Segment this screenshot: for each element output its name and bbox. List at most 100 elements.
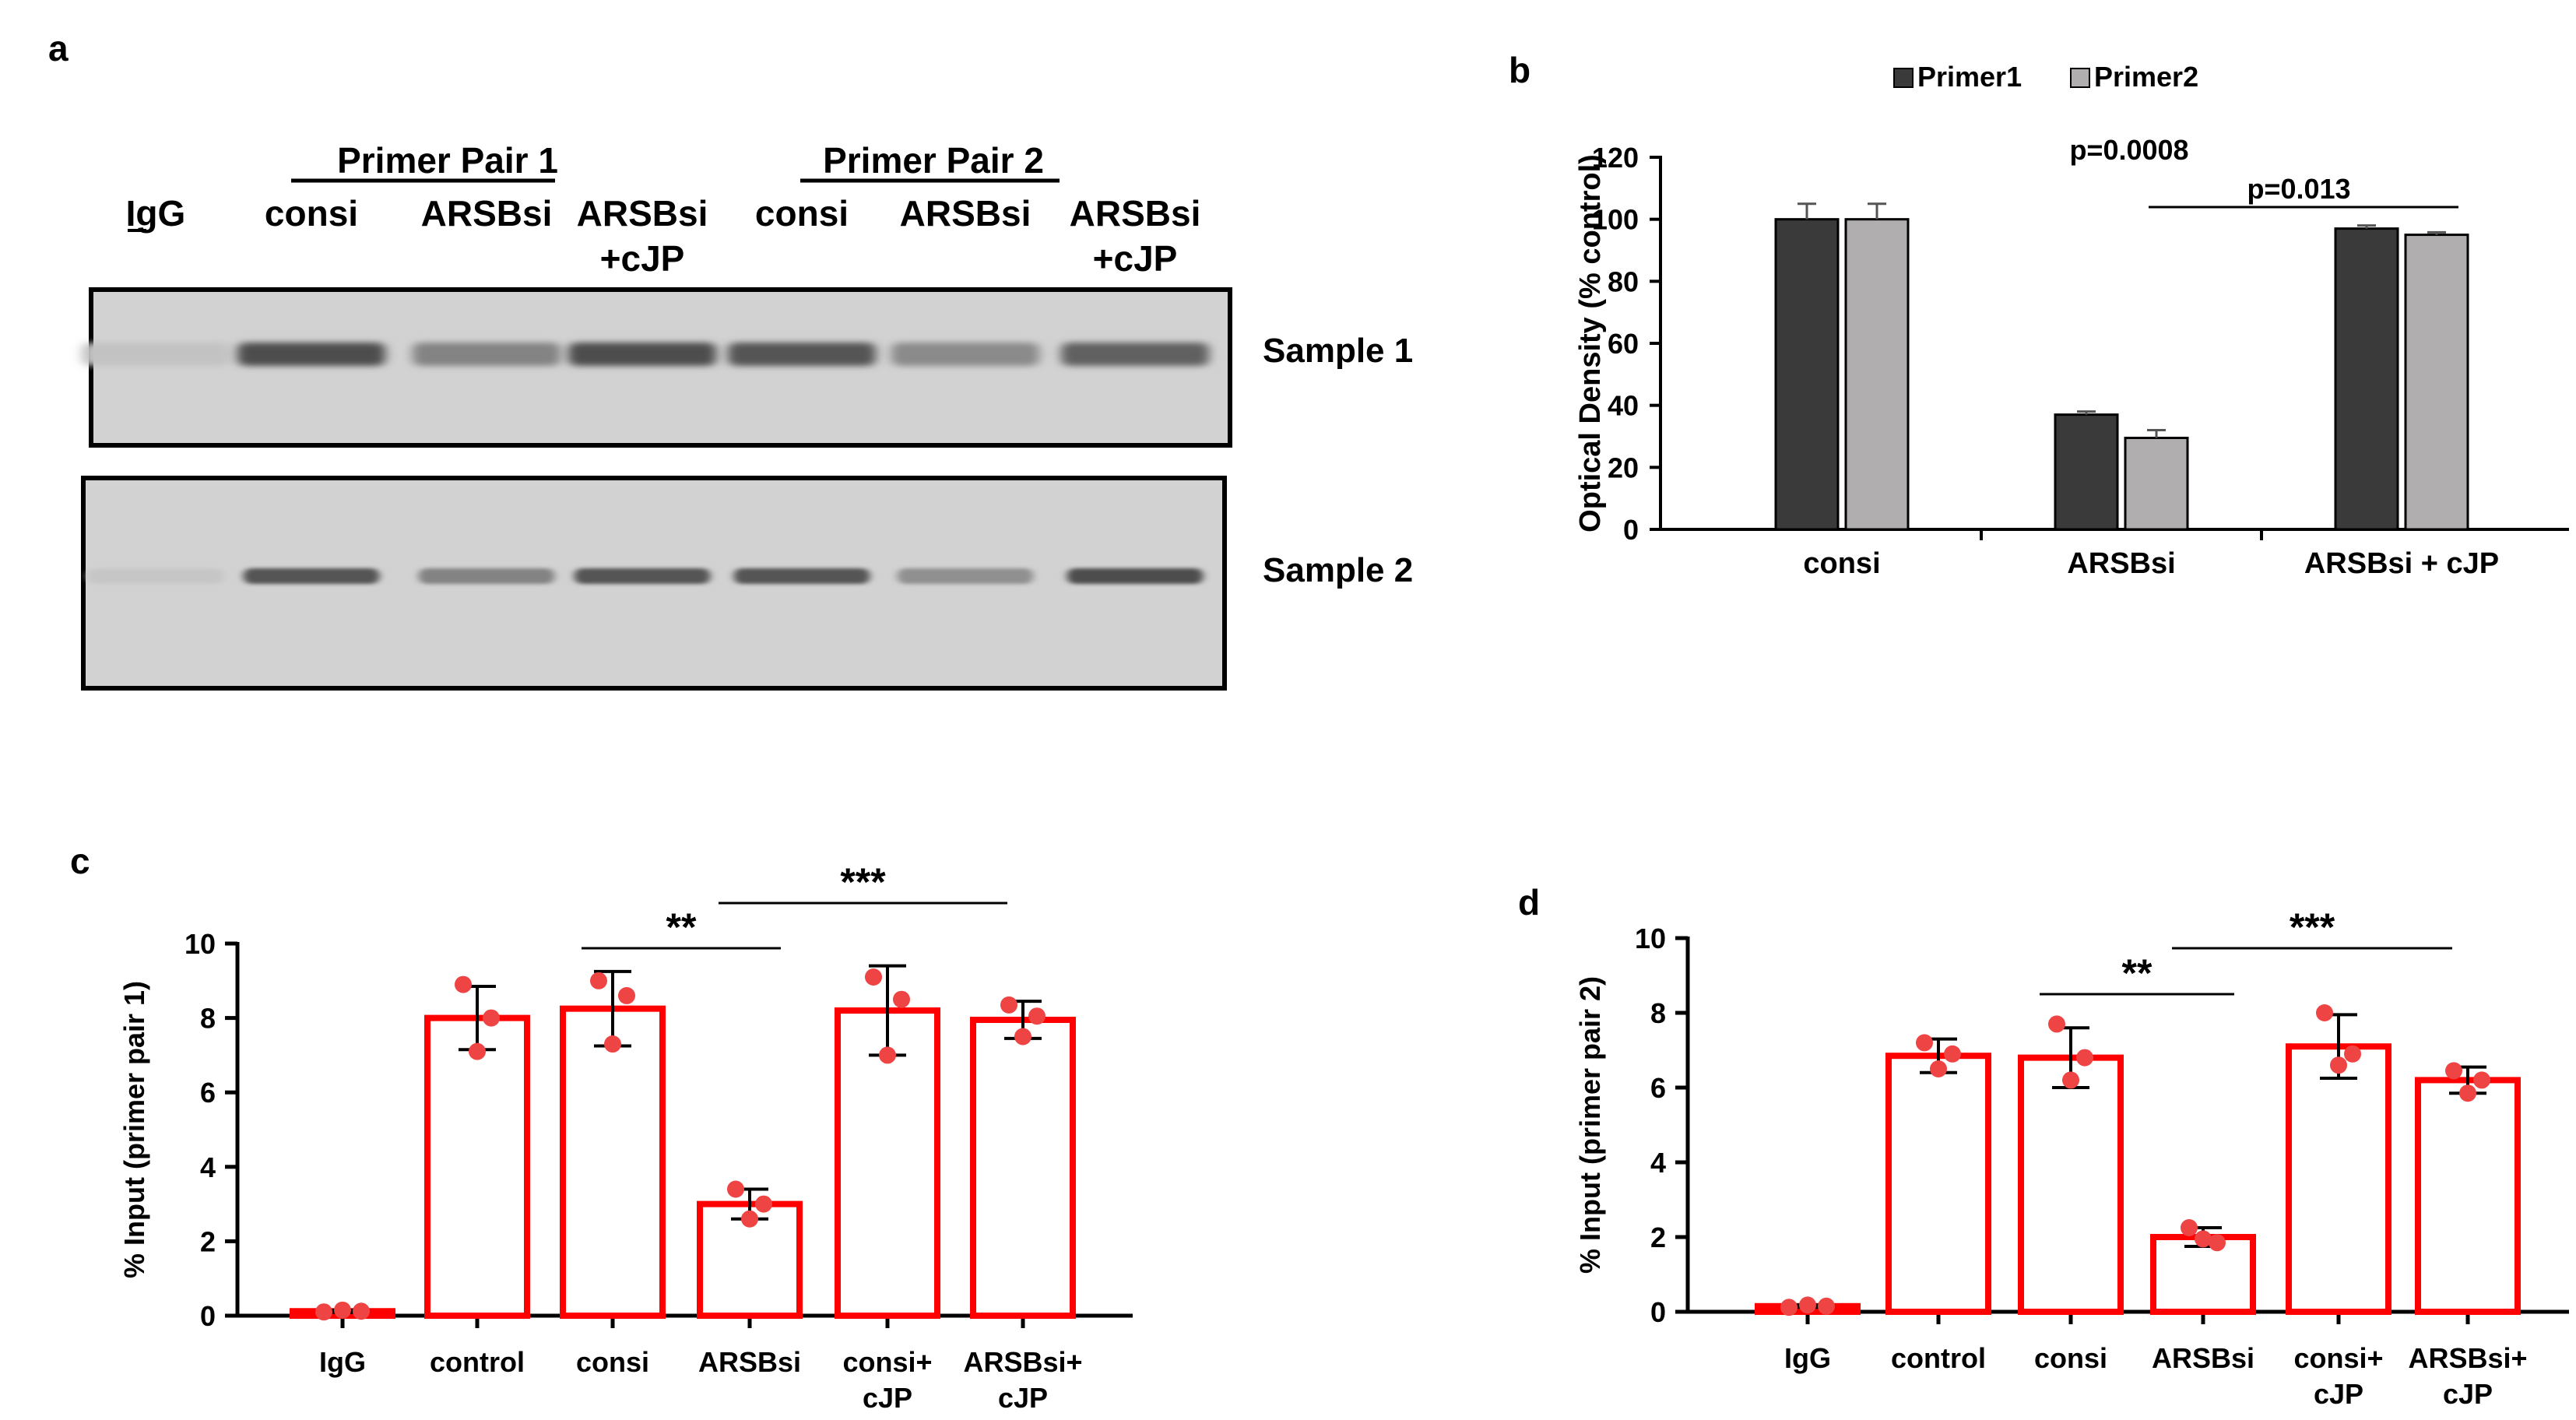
data-point-c <box>590 972 607 989</box>
data-point-d <box>2209 1234 2226 1252</box>
y-tick-label-b: 80 <box>1608 265 1639 297</box>
y-tick-label-c: 10 <box>185 928 216 960</box>
bar-d-consi <box>2018 1054 2124 1315</box>
blot-band <box>243 568 380 584</box>
bar-c-control <box>424 1014 530 1319</box>
blot-band <box>1061 343 1209 366</box>
data-point-c <box>1014 1028 1031 1046</box>
blot-label-sample-1: Sample 1 <box>1263 332 1413 370</box>
x-tick-label-d: consi <box>2034 1342 2107 1374</box>
x-tick-label-d: ARSBsi+ <box>2408 1342 2527 1374</box>
x-tick-label-c: cJP <box>998 1382 1048 1414</box>
x-tick-label-c: ARSBsi+ <box>963 1346 1082 1378</box>
y-tick-label-b: 100 <box>1592 204 1639 236</box>
group-label-primer-pair-1: Primer Pair 1 <box>337 140 558 181</box>
lane-label-consi: consi <box>755 193 849 234</box>
data-point-d <box>2076 1049 2093 1067</box>
chart-d: 0 2 4 6 8 10 IgG control consi ARSBsi consi+ cJP ARS… <box>1574 905 2569 1410</box>
data-point-d <box>1799 1296 1816 1314</box>
blot-sample-1 <box>89 287 1232 448</box>
x-tick-label-c: consi+ <box>842 1346 932 1378</box>
data-point-c <box>334 1301 351 1319</box>
data-point-d <box>2195 1230 2212 1248</box>
x-tick-label-c: control <box>430 1346 525 1378</box>
blot-band <box>568 343 716 366</box>
x-tick-label-b: consi <box>1803 547 1880 580</box>
significance-stars-d: ** <box>2122 951 2153 995</box>
y-tick-label-b: 0 <box>1623 514 1639 546</box>
bar-primer1-arsbsi <box>2054 413 2119 531</box>
x-tick-label-c: cJP <box>863 1382 912 1414</box>
blot-band <box>87 568 224 584</box>
blot-label-sample-2: Sample 2 <box>1263 551 1413 589</box>
blot-band <box>418 568 555 584</box>
blot-band <box>897 568 1034 584</box>
legend-b: Primer1 Primer2 <box>1893 61 2198 93</box>
y-axis-label-c: % Input (primer pair 1) <box>118 981 150 1278</box>
bar-primer2-arsbsi <box>2124 436 2189 531</box>
data-point-c <box>469 1042 486 1060</box>
data-point-c <box>353 1302 370 1320</box>
x-tick-label-d: consi+ <box>2293 1342 2383 1374</box>
bar-d-control <box>1885 1053 1991 1315</box>
data-point-c <box>755 1195 772 1213</box>
x-tick-label-d: cJP <box>2314 1378 2363 1410</box>
data-point-c <box>315 1303 332 1321</box>
data-point-d <box>2330 1056 2347 1074</box>
data-point-c <box>893 990 910 1008</box>
x-tick-label-c: ARSBsi <box>698 1346 801 1378</box>
gel-blot-panel: Primer Pair 1 Primer Pair 2 IgG consi ARSB… <box>81 140 1413 691</box>
x-tick-label-b: ARSBsi <box>2067 547 2175 580</box>
y-tick-label-b: 120 <box>1592 142 1639 174</box>
lane-label-arsbsi: ARSBsi <box>577 193 708 234</box>
panel-letter-b: b <box>1509 50 1530 90</box>
chart-c: 0 2 4 6 8 10 IgG control consi ARSBsi consi+ cJP ARS… <box>118 860 1133 1414</box>
significance-stars-d: *** <box>2290 905 2335 949</box>
blot-band <box>891 343 1039 366</box>
data-point-d <box>2181 1219 2198 1236</box>
data-point-d <box>2062 1071 2079 1089</box>
y-tick-label-c: 6 <box>200 1077 216 1109</box>
x-tick-label-d: IgG <box>1784 1342 1831 1374</box>
y-tick-label-d: 10 <box>1635 923 1666 954</box>
data-point-c <box>1000 996 1017 1014</box>
legend-swatch-primer2 <box>2070 68 2090 88</box>
lane-label-consi: consi <box>265 193 358 234</box>
y-tick-label-b: 20 <box>1608 452 1639 483</box>
blot-band <box>574 568 711 584</box>
y-tick-label-d: 0 <box>1650 1296 1666 1328</box>
data-point-d <box>2048 1015 2065 1033</box>
y-axis-label-d: % Input (primer pair 2) <box>1574 976 1606 1274</box>
data-point-d <box>2445 1062 2462 1080</box>
bar-primer1-arsbsi-cjp <box>2334 227 2399 531</box>
y-tick-label-b: 40 <box>1608 390 1639 422</box>
data-point-c <box>865 968 882 986</box>
bar-d-arsbsi <box>2150 1234 2256 1315</box>
significance-stars-c: *** <box>840 860 886 904</box>
x-tick-label-d: ARSBsi <box>2152 1342 2254 1374</box>
blot-band <box>1067 568 1204 584</box>
data-point-c <box>455 975 472 993</box>
panel-letter-a: a <box>48 28 69 69</box>
blot-band <box>82 343 230 366</box>
data-point-d <box>1916 1034 1933 1052</box>
p-value-annotation: p=0.013 <box>2247 173 2350 205</box>
y-axis-label-b: Optical Density (% control) <box>1574 154 1607 532</box>
x-tick-label-d: cJP <box>2443 1378 2493 1410</box>
data-point-c <box>1028 1007 1046 1025</box>
data-point-d <box>2316 1004 2333 1021</box>
blot-band <box>733 568 870 584</box>
data-point-d <box>2473 1071 2490 1089</box>
lane-label-arsbsi: ARSBsi <box>1070 193 1201 234</box>
y-tick-label-c: 0 <box>200 1300 216 1332</box>
data-point-d <box>1944 1045 1961 1063</box>
data-point-d <box>1818 1297 1835 1315</box>
legend-label-primer2: Primer2 <box>2094 61 2198 93</box>
bar-c-arsbsi-cjp <box>970 1016 1076 1319</box>
data-point-c <box>618 986 635 1004</box>
chart-b: Primer1 Primer2 0 20 40 60 80 100 120 consi ARSBs… <box>1574 61 2569 580</box>
data-point-d <box>2344 1045 2361 1063</box>
y-tick-label-d: 2 <box>1650 1221 1666 1253</box>
y-tick-label-c: 4 <box>200 1151 216 1183</box>
